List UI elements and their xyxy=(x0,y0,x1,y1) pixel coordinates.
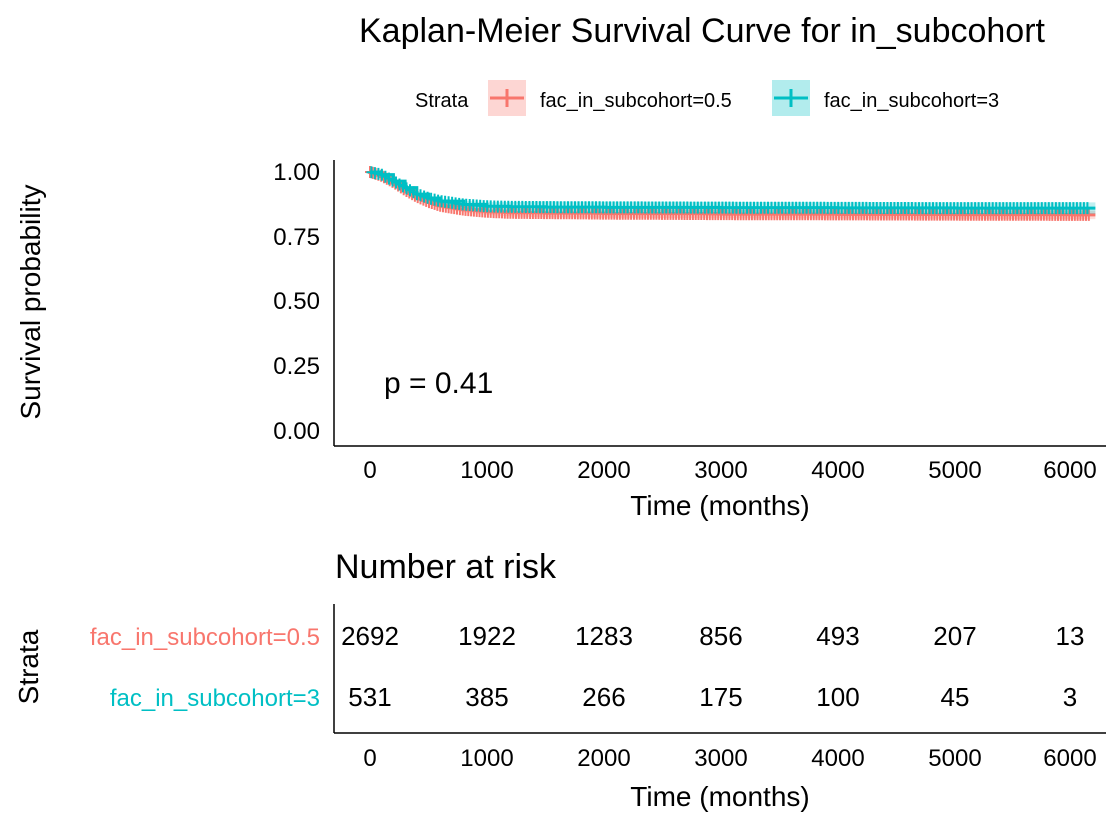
y-tick-label: 0.75 xyxy=(273,224,320,251)
risk-x-tick-label: 0 xyxy=(363,745,376,772)
risk-cell-series-2: 175 xyxy=(699,682,742,712)
risk-cell-series-2: 45 xyxy=(941,682,970,712)
legend-label-series-1: fac_in_subcohort=0.5 xyxy=(540,90,732,112)
risk-row-label-series-2: fac_in_subcohort=3 xyxy=(110,685,320,712)
risk-cell-series-1: 493 xyxy=(816,621,859,651)
risk-cell-series-1: 207 xyxy=(933,621,976,651)
y-ticks: 1.00 0.75 0.50 0.25 0.00 xyxy=(273,159,320,445)
y-tick-label: 0.00 xyxy=(273,418,320,445)
risk-table: Number at risk fac_in_subcohort=0.5 fac_… xyxy=(13,548,1106,812)
series-2 xyxy=(366,166,1096,215)
risk-x-axis-title: Time (months) xyxy=(630,781,809,812)
risk-x-tick-label: 4000 xyxy=(811,745,864,772)
risk-cell-series-2: 100 xyxy=(816,682,859,712)
legend-item-series-2: fac_in_subcohort=3 xyxy=(772,80,999,116)
x-tick-label: 6000 xyxy=(1043,457,1096,484)
risk-cell-series-1: 2692 xyxy=(341,621,399,651)
x-tick-label: 1000 xyxy=(460,457,513,484)
survival-plot: 1.00 0.75 0.50 0.25 0.00 0 1000 2000 300… xyxy=(15,159,1106,521)
x-tick-label: 5000 xyxy=(928,457,981,484)
x-tick-label: 0 xyxy=(363,457,376,484)
risk-y-axis-title: Strata xyxy=(13,629,44,704)
risk-x-tick-label: 5000 xyxy=(928,745,981,772)
risk-x-tick-label: 3000 xyxy=(694,745,747,772)
legend-title: Strata xyxy=(415,90,469,112)
p-value-annotation: p = 0.41 xyxy=(384,367,493,400)
legend-label-series-2: fac_in_subcohort=3 xyxy=(824,90,999,112)
risk-cell-series-2: 531 xyxy=(348,682,391,712)
legend: Strata fac_in_subcohort=0.5 fac_in_subco… xyxy=(415,80,999,116)
risk-cell-series-1: 1283 xyxy=(575,621,633,651)
censor-mark-series-1 xyxy=(1083,208,1094,221)
risk-cell-series-1: 13 xyxy=(1056,621,1085,651)
risk-cells: 2692 1922 1283 856 493 207 13 531 385 266 175 100 45… xyxy=(341,621,1084,712)
risk-cell-series-1: 856 xyxy=(699,621,742,651)
x-tick-label: 2000 xyxy=(577,457,630,484)
x-tick-label: 4000 xyxy=(811,457,864,484)
risk-x-ticks: 0 1000 2000 3000 4000 5000 6000 xyxy=(363,745,1096,772)
risk-row-label-series-1: fac_in_subcohort=0.5 xyxy=(90,624,320,651)
censor-mark-series-2 xyxy=(1082,202,1093,215)
risk-cell-series-2: 3 xyxy=(1063,682,1077,712)
y-tick-label: 1.00 xyxy=(273,159,320,186)
risk-cell-series-2: 266 xyxy=(582,682,625,712)
risk-x-tick-label: 6000 xyxy=(1043,745,1096,772)
x-axis-title: Time (months) xyxy=(630,490,809,521)
legend-item-series-1: fac_in_subcohort=0.5 xyxy=(488,80,732,116)
risk-cell-series-1: 1922 xyxy=(458,621,516,651)
y-tick-label: 0.50 xyxy=(273,288,320,315)
x-ticks: 0 1000 2000 3000 4000 5000 6000 xyxy=(363,457,1096,484)
risk-cell-series-2: 385 xyxy=(465,682,508,712)
risk-x-tick-label: 1000 xyxy=(460,745,513,772)
chart-title: Kaplan-Meier Survival Curve for in_subco… xyxy=(359,12,1046,50)
survival-curves xyxy=(365,166,1096,221)
x-tick-label: 3000 xyxy=(694,457,747,484)
y-tick-label: 0.25 xyxy=(273,353,320,380)
risk-table-title: Number at risk xyxy=(335,548,557,586)
y-axis-title: Survival probability xyxy=(15,185,46,420)
risk-x-tick-label: 2000 xyxy=(577,745,630,772)
